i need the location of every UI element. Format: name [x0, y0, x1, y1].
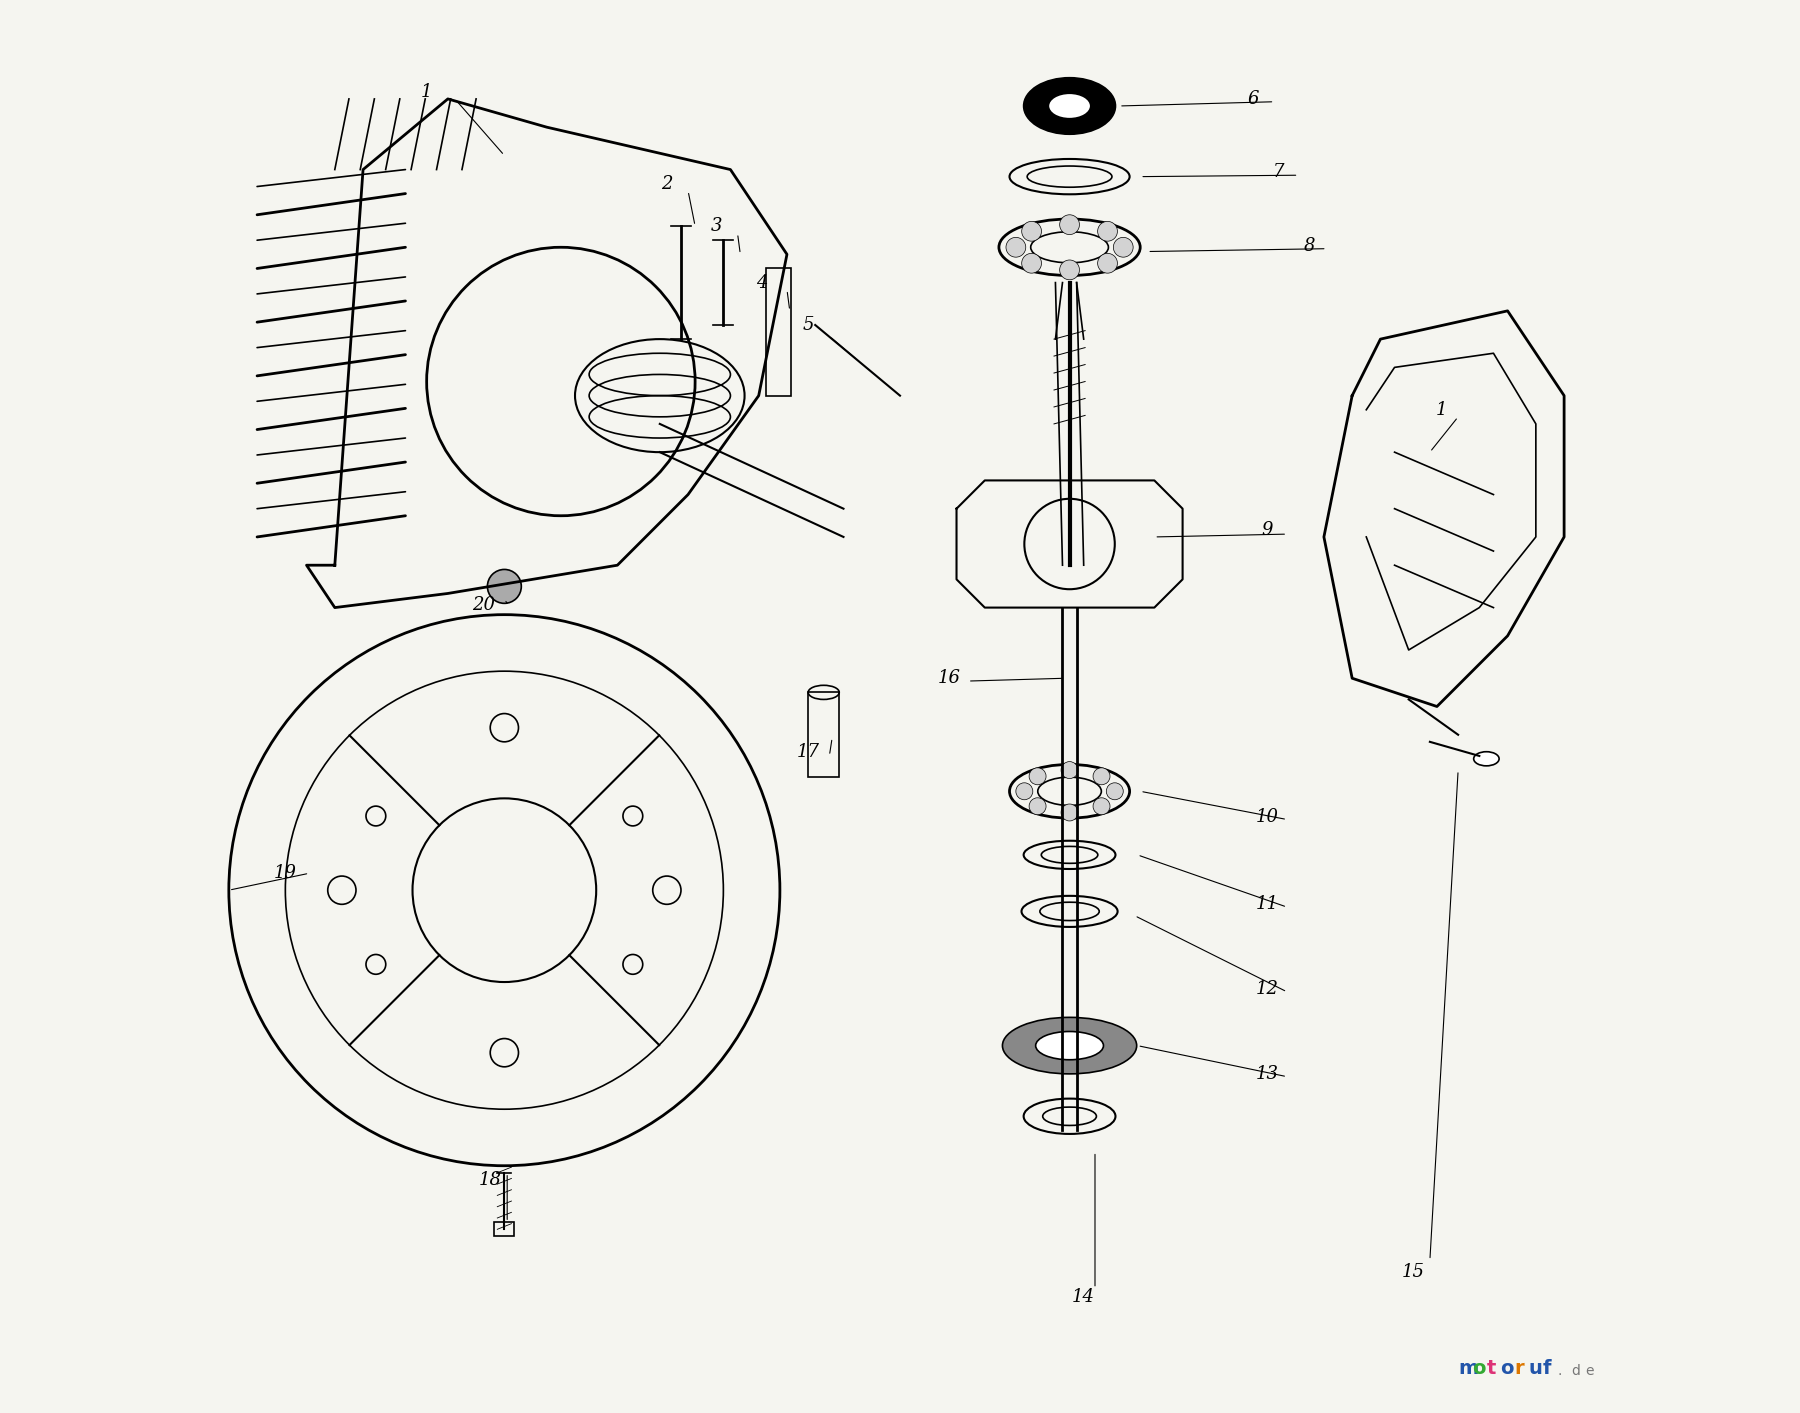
Bar — [765, 268, 792, 396]
Bar — [495, 1222, 515, 1236]
Ellipse shape — [1474, 752, 1499, 766]
Text: e: e — [1586, 1364, 1593, 1378]
Circle shape — [1060, 762, 1078, 779]
Ellipse shape — [1003, 1017, 1136, 1074]
Text: o: o — [1501, 1359, 1514, 1378]
Circle shape — [1093, 798, 1111, 815]
Circle shape — [1060, 804, 1078, 821]
Text: d: d — [1571, 1364, 1580, 1378]
Circle shape — [488, 569, 522, 603]
Text: 20: 20 — [472, 596, 495, 613]
Text: 19: 19 — [274, 865, 297, 882]
Text: 3: 3 — [711, 218, 722, 235]
Circle shape — [1030, 798, 1046, 815]
Ellipse shape — [1024, 78, 1116, 134]
Text: u: u — [1528, 1359, 1543, 1378]
Circle shape — [1022, 253, 1042, 273]
Text: .: . — [1557, 1364, 1561, 1378]
Text: 10: 10 — [1256, 808, 1278, 825]
Text: 1: 1 — [421, 83, 432, 100]
Ellipse shape — [1035, 1031, 1103, 1060]
Text: o: o — [1472, 1359, 1485, 1378]
Bar — [808, 692, 839, 777]
Text: 17: 17 — [797, 743, 819, 760]
Text: r: r — [1514, 1359, 1525, 1378]
Text: 13: 13 — [1256, 1065, 1278, 1082]
Text: 16: 16 — [938, 670, 961, 687]
Text: 9: 9 — [1262, 521, 1273, 538]
Circle shape — [1006, 237, 1026, 257]
Text: 12: 12 — [1256, 981, 1278, 998]
Text: t: t — [1487, 1359, 1496, 1378]
Text: 7: 7 — [1273, 164, 1285, 181]
Text: 2: 2 — [661, 175, 673, 192]
Circle shape — [1060, 215, 1080, 235]
Text: 11: 11 — [1256, 896, 1278, 913]
Circle shape — [1098, 222, 1118, 242]
Circle shape — [1107, 783, 1123, 800]
Circle shape — [1114, 237, 1134, 257]
Text: 18: 18 — [479, 1171, 502, 1188]
Text: 15: 15 — [1402, 1263, 1424, 1280]
Text: m: m — [1458, 1359, 1478, 1378]
Ellipse shape — [1048, 93, 1091, 119]
Circle shape — [1030, 767, 1046, 784]
Circle shape — [1093, 767, 1111, 784]
Text: 14: 14 — [1073, 1289, 1094, 1306]
Text: 4: 4 — [756, 274, 767, 291]
Text: 5: 5 — [803, 317, 814, 333]
Circle shape — [1060, 260, 1080, 280]
Circle shape — [1022, 222, 1042, 242]
Text: 1: 1 — [1435, 401, 1447, 418]
Text: f: f — [1543, 1359, 1552, 1378]
Circle shape — [1098, 253, 1118, 273]
Text: 8: 8 — [1303, 237, 1316, 254]
Circle shape — [1015, 783, 1033, 800]
Text: 6: 6 — [1247, 90, 1258, 107]
